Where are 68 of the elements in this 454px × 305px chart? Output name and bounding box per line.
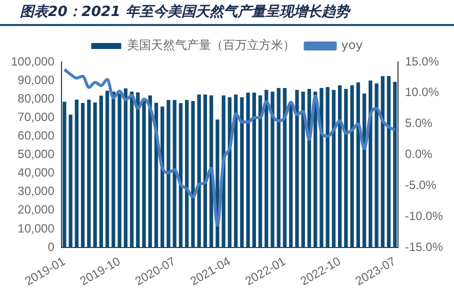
bar	[112, 92, 116, 248]
bar	[197, 94, 201, 248]
bar	[295, 90, 299, 248]
bar	[234, 94, 238, 248]
y2-tick-label: -5.0%	[404, 178, 437, 192]
bar	[282, 88, 287, 248]
y-tick-label: 50,000	[18, 147, 55, 162]
bar	[301, 92, 305, 248]
bar	[380, 76, 385, 248]
y-tick-label: 30,000	[18, 184, 55, 198]
bar	[118, 94, 122, 248]
y2-tick-label: -15.0%	[404, 240, 444, 254]
bar	[99, 96, 103, 248]
bar	[344, 88, 348, 248]
bar	[142, 100, 146, 248]
legend-label: yoy	[341, 38, 363, 52]
bar	[289, 102, 293, 248]
y2-tick-label: 0.0%	[404, 147, 433, 162]
bar	[386, 76, 391, 248]
legend-label: 美国天然气产量（百万立方米）	[127, 38, 296, 52]
bar	[124, 88, 128, 248]
bar	[246, 92, 250, 248]
bar	[393, 82, 397, 248]
bar	[338, 85, 342, 248]
bar	[74, 100, 79, 248]
bar	[93, 102, 97, 248]
bar	[258, 95, 262, 248]
bar	[130, 92, 134, 248]
bar	[105, 90, 110, 248]
y-tick-label: 100,000	[10, 54, 55, 68]
y-tick-label: 70,000	[18, 110, 55, 124]
bar	[203, 94, 208, 248]
y-tick-label: 0	[48, 240, 55, 254]
bar	[148, 95, 152, 248]
bar	[185, 100, 189, 248]
bar	[240, 97, 244, 248]
bar	[356, 82, 360, 248]
bar	[270, 92, 274, 248]
bar	[68, 114, 72, 248]
y-tick-label: 10,000	[18, 221, 55, 236]
bar	[276, 88, 280, 248]
bar	[87, 100, 91, 248]
bar	[62, 102, 66, 248]
bar	[368, 80, 372, 248]
y-tick-label: 90,000	[18, 72, 55, 87]
line-series	[62, 68, 396, 227]
bar	[374, 83, 378, 248]
bar	[136, 92, 140, 248]
bar	[80, 103, 85, 248]
y-tick-label: 20,000	[18, 202, 55, 217]
y2-tick-label: -10.0%	[404, 208, 444, 223]
y-tick-label: 80,000	[18, 91, 55, 106]
bar	[191, 100, 195, 248]
bar	[166, 100, 170, 248]
y2-tick-label: 5.0%	[404, 116, 433, 130]
y-tick-label: 40,000	[18, 166, 55, 180]
bar	[264, 90, 268, 248]
bar	[252, 92, 256, 248]
y2-tick-label: 10.0%	[404, 85, 440, 100]
y2-tick-label: 15.0%	[404, 54, 440, 68]
bar	[332, 90, 336, 248]
y-tick-label: 60,000	[18, 128, 55, 143]
bar	[326, 87, 330, 248]
bar	[350, 85, 354, 248]
bar	[172, 100, 176, 248]
bar	[178, 103, 183, 248]
bar	[320, 88, 324, 248]
chart-title: 图表20：2021 年至今美国天然气产量呈现增长趋势	[0, 0, 454, 26]
